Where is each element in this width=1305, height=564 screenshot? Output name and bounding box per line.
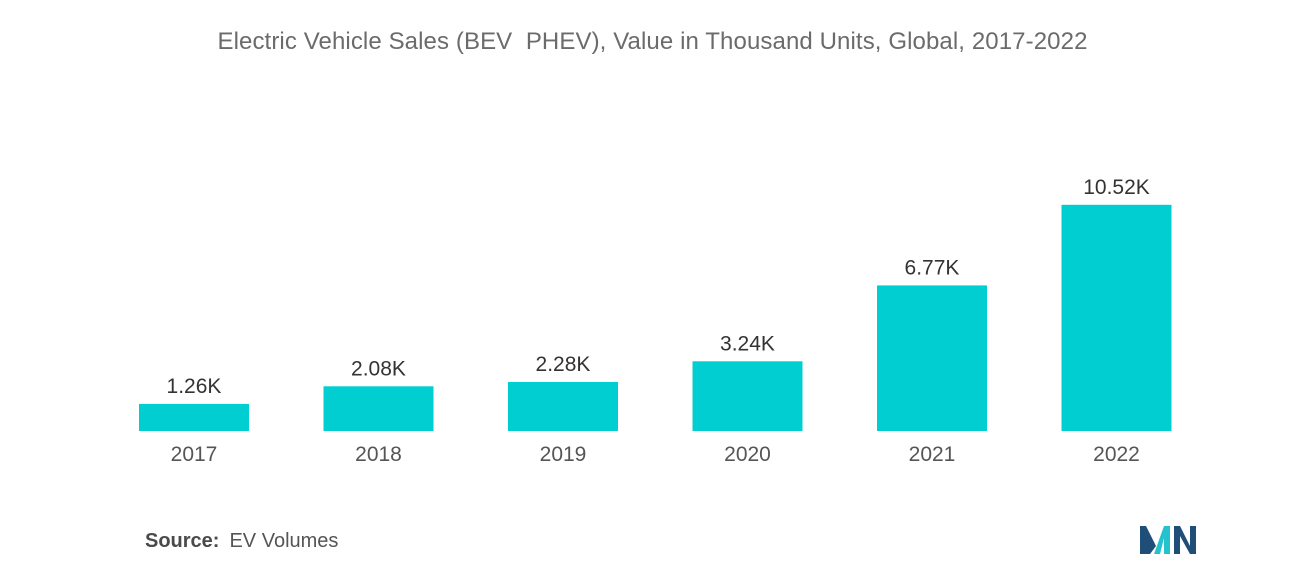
mordor-intelligence-logo-icon (1140, 526, 1196, 554)
data-label-2018: 2.08K (351, 357, 406, 380)
x-tick-label-2020: 2020 (724, 443, 771, 466)
bar-2020 (692, 361, 803, 431)
logo-shape-right (1174, 526, 1196, 554)
data-label-2019: 2.28K (536, 353, 591, 376)
x-tick-label-2017: 2017 (171, 443, 218, 466)
bar-2019 (508, 382, 618, 431)
x-tick-label-2021: 2021 (909, 443, 956, 466)
logo-shape-left (1140, 526, 1156, 554)
data-label-2020: 3.24K (720, 332, 775, 355)
bars-group (139, 204, 1172, 431)
bar-2021 (877, 285, 987, 431)
bar-2017 (139, 403, 249, 431)
data-label-2022: 10.52K (1083, 176, 1150, 199)
chart-title: Electric Vehicle Sales (BEV PHEV), Value… (217, 28, 1088, 55)
source-note: Source: EV Volumes (145, 530, 338, 553)
bar-2022 (1061, 204, 1172, 431)
x-tick-label-2019: 2019 (540, 443, 587, 466)
data-labels-group: 1.26K 2.08K 2.28K 3.24K 6.77K 10.52K (167, 176, 1150, 398)
data-label-2021: 6.77K (905, 256, 960, 279)
bar-2018 (323, 386, 434, 431)
data-label-2017: 1.26K (167, 375, 222, 398)
source-label: Source: (145, 530, 220, 552)
source-text: EV Volumes (229, 530, 339, 552)
x-axis-tick-labels: 2017 2018 2019 2020 2021 2022 (171, 443, 1140, 466)
logo-shape-mid (1154, 526, 1170, 554)
x-tick-label-2018: 2018 (355, 443, 402, 466)
x-tick-label-2022: 2022 (1093, 443, 1140, 466)
